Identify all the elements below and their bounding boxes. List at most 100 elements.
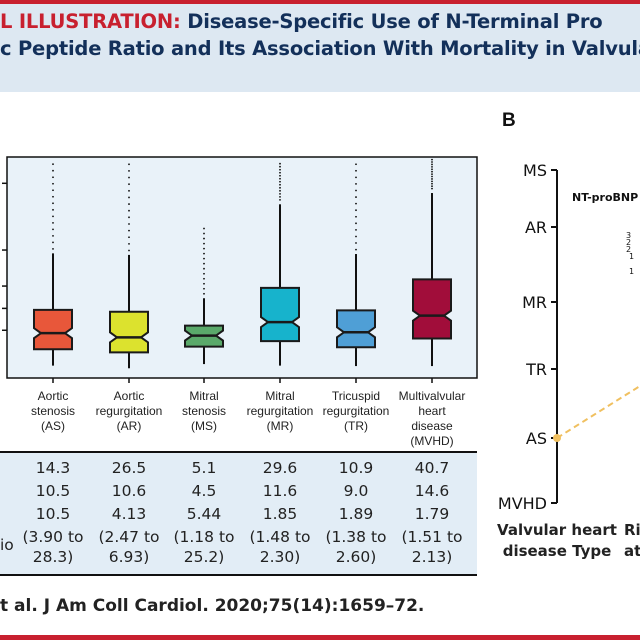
axis-tick-label: AS xyxy=(526,429,547,448)
outlier-point xyxy=(128,242,130,245)
outlier-point xyxy=(128,176,130,179)
bottom-rule xyxy=(0,635,640,640)
outlier-point xyxy=(203,287,205,290)
table-cell: 10.5 xyxy=(36,482,71,500)
outlier-point xyxy=(52,241,54,244)
axis-title: Valvular heart xyxy=(497,521,617,539)
title-line-2: c Peptide Ratio and Its Association With… xyxy=(0,37,640,60)
outlier-point xyxy=(203,247,205,250)
x-tick-label: Mitral xyxy=(189,389,218,403)
x-tick-label: (MS) xyxy=(191,419,217,433)
table-cell: 11.6 xyxy=(263,482,298,500)
plot-area xyxy=(6,156,478,379)
box-as xyxy=(33,163,73,366)
x-tick-label: (AS) xyxy=(41,419,65,433)
outlier-point xyxy=(203,242,205,245)
title-prefix: L ILLUSTRATION: xyxy=(0,10,181,33)
outlier-point xyxy=(431,173,433,176)
notched-box xyxy=(33,308,73,351)
table-cell-ci: 6.93) xyxy=(109,548,150,566)
table-cell-ci: 25.2) xyxy=(184,548,225,566)
table-cell: 1.79 xyxy=(415,505,450,523)
nt-probnp-tick-label: 2 xyxy=(626,238,631,247)
outlier-point xyxy=(279,186,281,189)
points-dashed-line xyxy=(556,385,640,439)
table-cell: 5.1 xyxy=(192,459,217,477)
title-text-1: Disease-Specific Use of N-Terminal Pro xyxy=(180,10,603,33)
x-tick-label: disease xyxy=(411,419,453,433)
outlier-point xyxy=(355,163,357,166)
axis-tick-label: MVHD xyxy=(498,494,547,513)
outlier-point xyxy=(52,234,54,237)
table-cell: 1.89 xyxy=(339,505,374,523)
outlier-point xyxy=(203,277,205,280)
box-mr xyxy=(260,162,300,366)
x-tick-label: Aortic xyxy=(38,389,69,403)
outlier-point xyxy=(203,267,205,270)
notched-box xyxy=(260,286,300,343)
table-cell-ci: (1.51 to xyxy=(401,528,462,546)
table-cell-ci: (1.18 to xyxy=(173,528,234,546)
nt-probnp-tick-label: 3 xyxy=(626,231,631,240)
box-ms xyxy=(184,227,224,365)
outlier-point xyxy=(203,227,205,230)
table-cell: 10.5 xyxy=(36,505,71,523)
outlier-point xyxy=(355,242,357,244)
outlier-point xyxy=(355,176,357,179)
outlier-point xyxy=(279,183,281,186)
outlier-point xyxy=(52,221,54,224)
citation: t al. J Am Coll Cardiol. 2020;75(14):165… xyxy=(0,596,425,616)
table-cell-ci: (3.90 to xyxy=(22,528,83,546)
outlier-point xyxy=(431,161,433,163)
nt-probnp-tick-label: 1 xyxy=(629,267,634,276)
nomogram-panel: B MS AR MR TR AS MVHD Valvular heart disease Typ… xyxy=(497,110,640,560)
outlier-point xyxy=(355,235,357,238)
outlier-point xyxy=(279,195,281,198)
outlier-point xyxy=(52,182,54,185)
outlier-point xyxy=(355,228,357,231)
nt-probnp-axis-title: NT-proBNP xyxy=(572,191,638,204)
outlier-point xyxy=(203,292,205,295)
outlier-point xyxy=(431,175,433,178)
x-tick-label: Aortic xyxy=(114,389,145,403)
outlier-point xyxy=(52,208,54,211)
outlier-point xyxy=(52,195,54,198)
outlier-point xyxy=(203,252,205,255)
axis-tick-label: MR xyxy=(522,293,547,312)
outlier-point xyxy=(52,248,54,250)
table-cell: 4.5 xyxy=(192,482,217,500)
panel-label: B xyxy=(502,110,516,131)
x-tick-label: (AR) xyxy=(117,419,142,433)
outlier-point xyxy=(431,165,433,168)
x-tick-label: Mitral xyxy=(265,389,294,403)
outlier-point xyxy=(279,162,281,165)
outlier-point xyxy=(128,196,130,199)
table-cell: 26.5 xyxy=(112,459,147,477)
outlier-point xyxy=(355,169,357,172)
risk-axis-title: Ris xyxy=(624,521,640,539)
table-cell-ci: (1.48 to xyxy=(249,528,310,546)
table-cell-ci: 2.13) xyxy=(412,548,453,566)
outlier-point xyxy=(203,232,205,235)
outlier-point xyxy=(431,187,433,190)
outlier-point xyxy=(279,165,281,168)
outlier-point xyxy=(128,189,130,192)
axis-tick-label: TR xyxy=(525,360,547,379)
outlier-point xyxy=(128,183,130,186)
notched-box xyxy=(109,310,149,354)
outlier-point xyxy=(128,170,130,172)
outlier-point xyxy=(355,215,357,218)
risk-axis-title: at xyxy=(624,542,640,560)
box-mvhd xyxy=(412,158,452,367)
outlier-point xyxy=(355,202,357,205)
x-tick-label: heart xyxy=(418,404,446,418)
notched-box xyxy=(336,309,376,349)
outlier-point xyxy=(279,177,281,180)
table-cell: 14.6 xyxy=(415,482,450,500)
axis-tick-label: AR xyxy=(525,218,547,237)
selected-point xyxy=(553,434,561,442)
table-cell: 10.9 xyxy=(339,459,374,477)
axis-title: disease Type xyxy=(503,542,612,560)
x-tick-label: regurgitation xyxy=(96,404,163,418)
